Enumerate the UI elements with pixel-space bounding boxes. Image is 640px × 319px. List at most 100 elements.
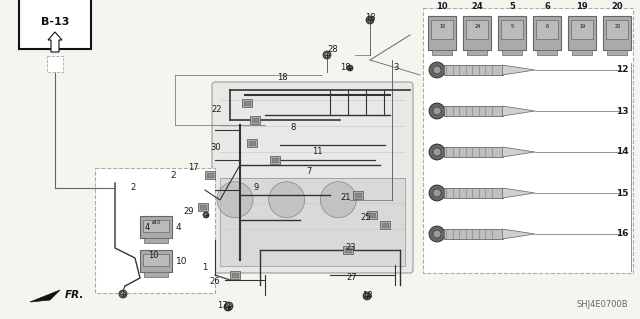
Bar [431, 20, 453, 39]
Text: 18: 18 [365, 13, 376, 23]
Circle shape [429, 62, 445, 78]
Circle shape [51, 60, 59, 68]
Text: 13: 13 [616, 107, 629, 115]
Circle shape [225, 302, 233, 310]
Circle shape [429, 185, 445, 201]
Text: 5: 5 [509, 2, 515, 11]
Circle shape [347, 65, 353, 71]
Bar [533, 16, 561, 50]
Text: 1: 1 [202, 263, 207, 272]
Bar [353, 191, 363, 199]
Circle shape [217, 182, 253, 218]
Text: 4: 4 [145, 224, 150, 233]
Text: ø10: ø10 [152, 220, 161, 225]
Bar [502, 50, 522, 55]
Circle shape [366, 16, 374, 24]
Bar [568, 16, 596, 50]
Bar [428, 16, 456, 50]
Circle shape [269, 182, 305, 218]
Bar [207, 173, 213, 177]
Circle shape [52, 62, 57, 66]
Circle shape [429, 103, 445, 119]
Bar [537, 50, 557, 55]
Text: 17: 17 [188, 164, 199, 173]
Text: 2: 2 [170, 171, 176, 180]
Text: 30: 30 [211, 144, 221, 152]
Bar [144, 238, 168, 243]
Circle shape [121, 292, 125, 296]
Bar [369, 213, 375, 217]
Polygon shape [502, 147, 535, 157]
Circle shape [325, 53, 329, 57]
Bar [343, 246, 353, 254]
Bar [499, 16, 526, 50]
Text: 18: 18 [277, 73, 287, 83]
Bar [423, 8, 633, 273]
Circle shape [226, 305, 230, 309]
Text: 27: 27 [346, 273, 356, 283]
Bar [200, 205, 206, 209]
Bar [444, 188, 502, 198]
Circle shape [321, 182, 356, 218]
Bar [140, 250, 172, 272]
Bar [572, 50, 592, 55]
Text: 6: 6 [544, 2, 550, 11]
Circle shape [429, 226, 445, 242]
Polygon shape [30, 290, 60, 302]
Bar [270, 156, 280, 164]
Circle shape [323, 51, 331, 59]
Text: 29: 29 [184, 207, 194, 217]
Circle shape [204, 213, 207, 217]
Circle shape [203, 212, 209, 218]
Polygon shape [502, 65, 535, 75]
Polygon shape [502, 229, 535, 239]
Bar [382, 223, 388, 227]
Text: 17: 17 [218, 301, 228, 310]
Polygon shape [502, 188, 535, 198]
Bar [444, 229, 502, 239]
Text: FR.: FR. [65, 290, 84, 300]
Circle shape [224, 303, 232, 311]
Bar [604, 16, 631, 50]
Text: 10: 10 [176, 256, 188, 265]
Text: 10: 10 [439, 24, 445, 29]
Circle shape [433, 230, 441, 238]
Text: 10: 10 [148, 251, 159, 261]
Circle shape [433, 148, 441, 156]
Bar [355, 193, 361, 197]
Text: 6: 6 [546, 24, 549, 29]
Bar [230, 271, 240, 279]
Bar [432, 50, 452, 55]
Bar [467, 50, 487, 55]
Text: 21: 21 [340, 194, 351, 203]
Text: 18: 18 [362, 292, 372, 300]
Bar [247, 139, 257, 147]
Text: 10: 10 [436, 2, 448, 11]
Text: 20: 20 [611, 2, 623, 11]
Text: 4: 4 [176, 222, 182, 232]
Text: 11: 11 [312, 147, 323, 157]
Circle shape [433, 107, 441, 115]
Bar [143, 220, 169, 232]
Text: 22: 22 [211, 106, 222, 115]
Text: 15: 15 [616, 189, 629, 197]
Bar [250, 116, 260, 124]
Text: 19: 19 [577, 2, 588, 11]
Circle shape [433, 189, 441, 197]
Text: 16: 16 [616, 229, 629, 239]
Bar [444, 65, 502, 75]
Circle shape [365, 294, 369, 298]
Circle shape [227, 304, 231, 308]
Text: 2: 2 [130, 183, 135, 192]
Bar [95, 168, 215, 293]
Bar [140, 216, 172, 238]
Bar [367, 211, 377, 219]
Bar [444, 147, 502, 157]
Bar [143, 254, 169, 266]
Text: 25: 25 [360, 213, 371, 222]
Bar [467, 20, 488, 39]
Text: 24: 24 [474, 24, 481, 29]
Bar [252, 118, 258, 122]
FancyBboxPatch shape [212, 82, 413, 273]
Bar [144, 272, 168, 277]
